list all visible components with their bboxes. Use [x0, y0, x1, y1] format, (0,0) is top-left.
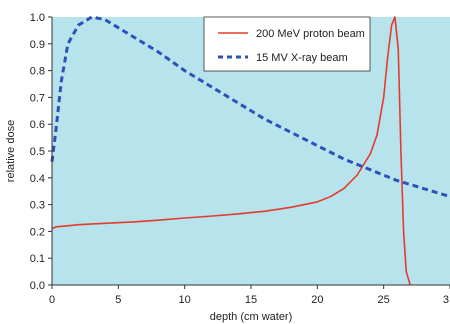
x-tick-label: 0	[49, 294, 55, 306]
y-ticks: 0.0 0.1 0.2 0.3 0.4 0.5 0.6 0.7 0.8 0.9 1.0	[30, 12, 52, 292]
x-tick-label: 20	[311, 294, 323, 306]
x-axis-title: depth (cm water)	[210, 311, 293, 323]
y-tick-label: 0.0	[30, 280, 45, 292]
legend: 200 MeV proton beam 15 MV X-ray beam	[203, 16, 371, 72]
x-tick-label: 5	[115, 294, 121, 306]
y-tick-label: 0.3	[30, 200, 45, 212]
x-tick-label: 25	[378, 294, 390, 306]
y-axis-title: relative dose	[5, 120, 17, 182]
legend-label-proton: 200 MeV proton beam	[256, 28, 365, 40]
proton-beam-curve	[51, 16, 411, 286]
y-tick-label: 1.0	[30, 12, 45, 24]
y-tick-label: 0.7	[30, 92, 45, 104]
x-tick-label: 15	[245, 294, 257, 306]
y-tick-label: 0.8	[30, 66, 45, 78]
y-tick-label: 0.1	[30, 253, 45, 265]
x-tick-label: 10	[179, 294, 191, 306]
y-tick-label: 0.9	[30, 39, 45, 51]
axis-layer: 0 5 10 15 20 25 3 0.00.10.20.30.40.50.60.70.80…	[5, 12, 450, 323]
xray-beam-curve	[50, 15, 450, 198]
y-tick-label: 0.6	[30, 119, 45, 131]
legend-box	[203, 16, 371, 72]
x-ticks: 0 5 10 15 20 25 3	[49, 285, 450, 306]
y-tick-label: 0.2	[30, 226, 45, 238]
y-tick-label: 0.5	[30, 146, 45, 158]
series-layer	[50, 15, 450, 286]
x-tick-label: 3	[443, 294, 449, 306]
legend-label-xray: 15 MV X-ray beam	[256, 52, 348, 64]
y-tick-label: 0.4	[30, 173, 45, 185]
